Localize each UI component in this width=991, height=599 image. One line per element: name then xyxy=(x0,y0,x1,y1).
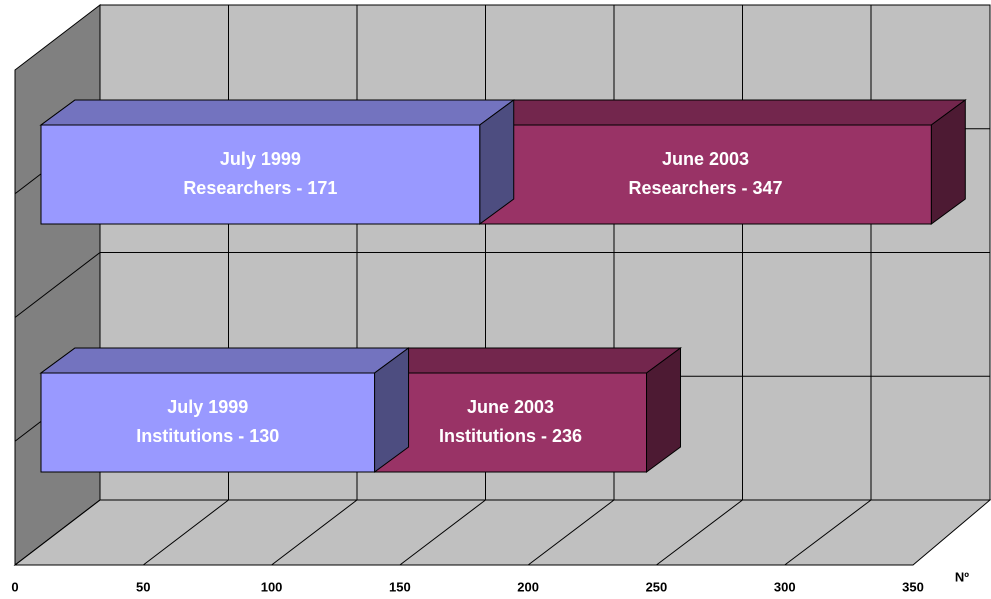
data-label: Institutions - 130 xyxy=(136,426,279,446)
bar-top xyxy=(39,347,411,374)
bar xyxy=(40,372,376,473)
x-tick-label: 100 xyxy=(261,579,283,594)
x-tick-label: 150 xyxy=(389,579,411,594)
grid-line xyxy=(142,499,229,566)
data-label: June 2003 xyxy=(662,149,749,169)
x-tick-label: 0 xyxy=(11,579,18,594)
data-label: July 1999 xyxy=(220,149,301,169)
grid-line xyxy=(784,499,872,566)
grid-line xyxy=(271,499,358,566)
x-tick-label: 300 xyxy=(774,579,796,594)
x-tick-label: 350 xyxy=(902,579,924,594)
data-label: July 1999 xyxy=(167,397,248,417)
data-label: Researchers - 171 xyxy=(183,178,337,198)
floor xyxy=(13,499,991,566)
wall-line xyxy=(14,252,101,318)
bar-top xyxy=(39,99,516,126)
grid-line xyxy=(656,499,743,566)
grid-line xyxy=(14,499,101,566)
x-tick-label: 200 xyxy=(517,579,539,594)
bar xyxy=(40,124,481,225)
grid-line xyxy=(399,499,486,566)
x-axis-label: Nº xyxy=(955,569,969,584)
x-tick-label: 50 xyxy=(136,579,150,594)
data-label: June 2003 xyxy=(467,397,554,417)
grid-line xyxy=(527,499,615,566)
data-label: Researchers - 347 xyxy=(628,178,782,198)
data-label: Institutions - 236 xyxy=(439,426,582,446)
x-tick-label: 250 xyxy=(646,579,668,594)
